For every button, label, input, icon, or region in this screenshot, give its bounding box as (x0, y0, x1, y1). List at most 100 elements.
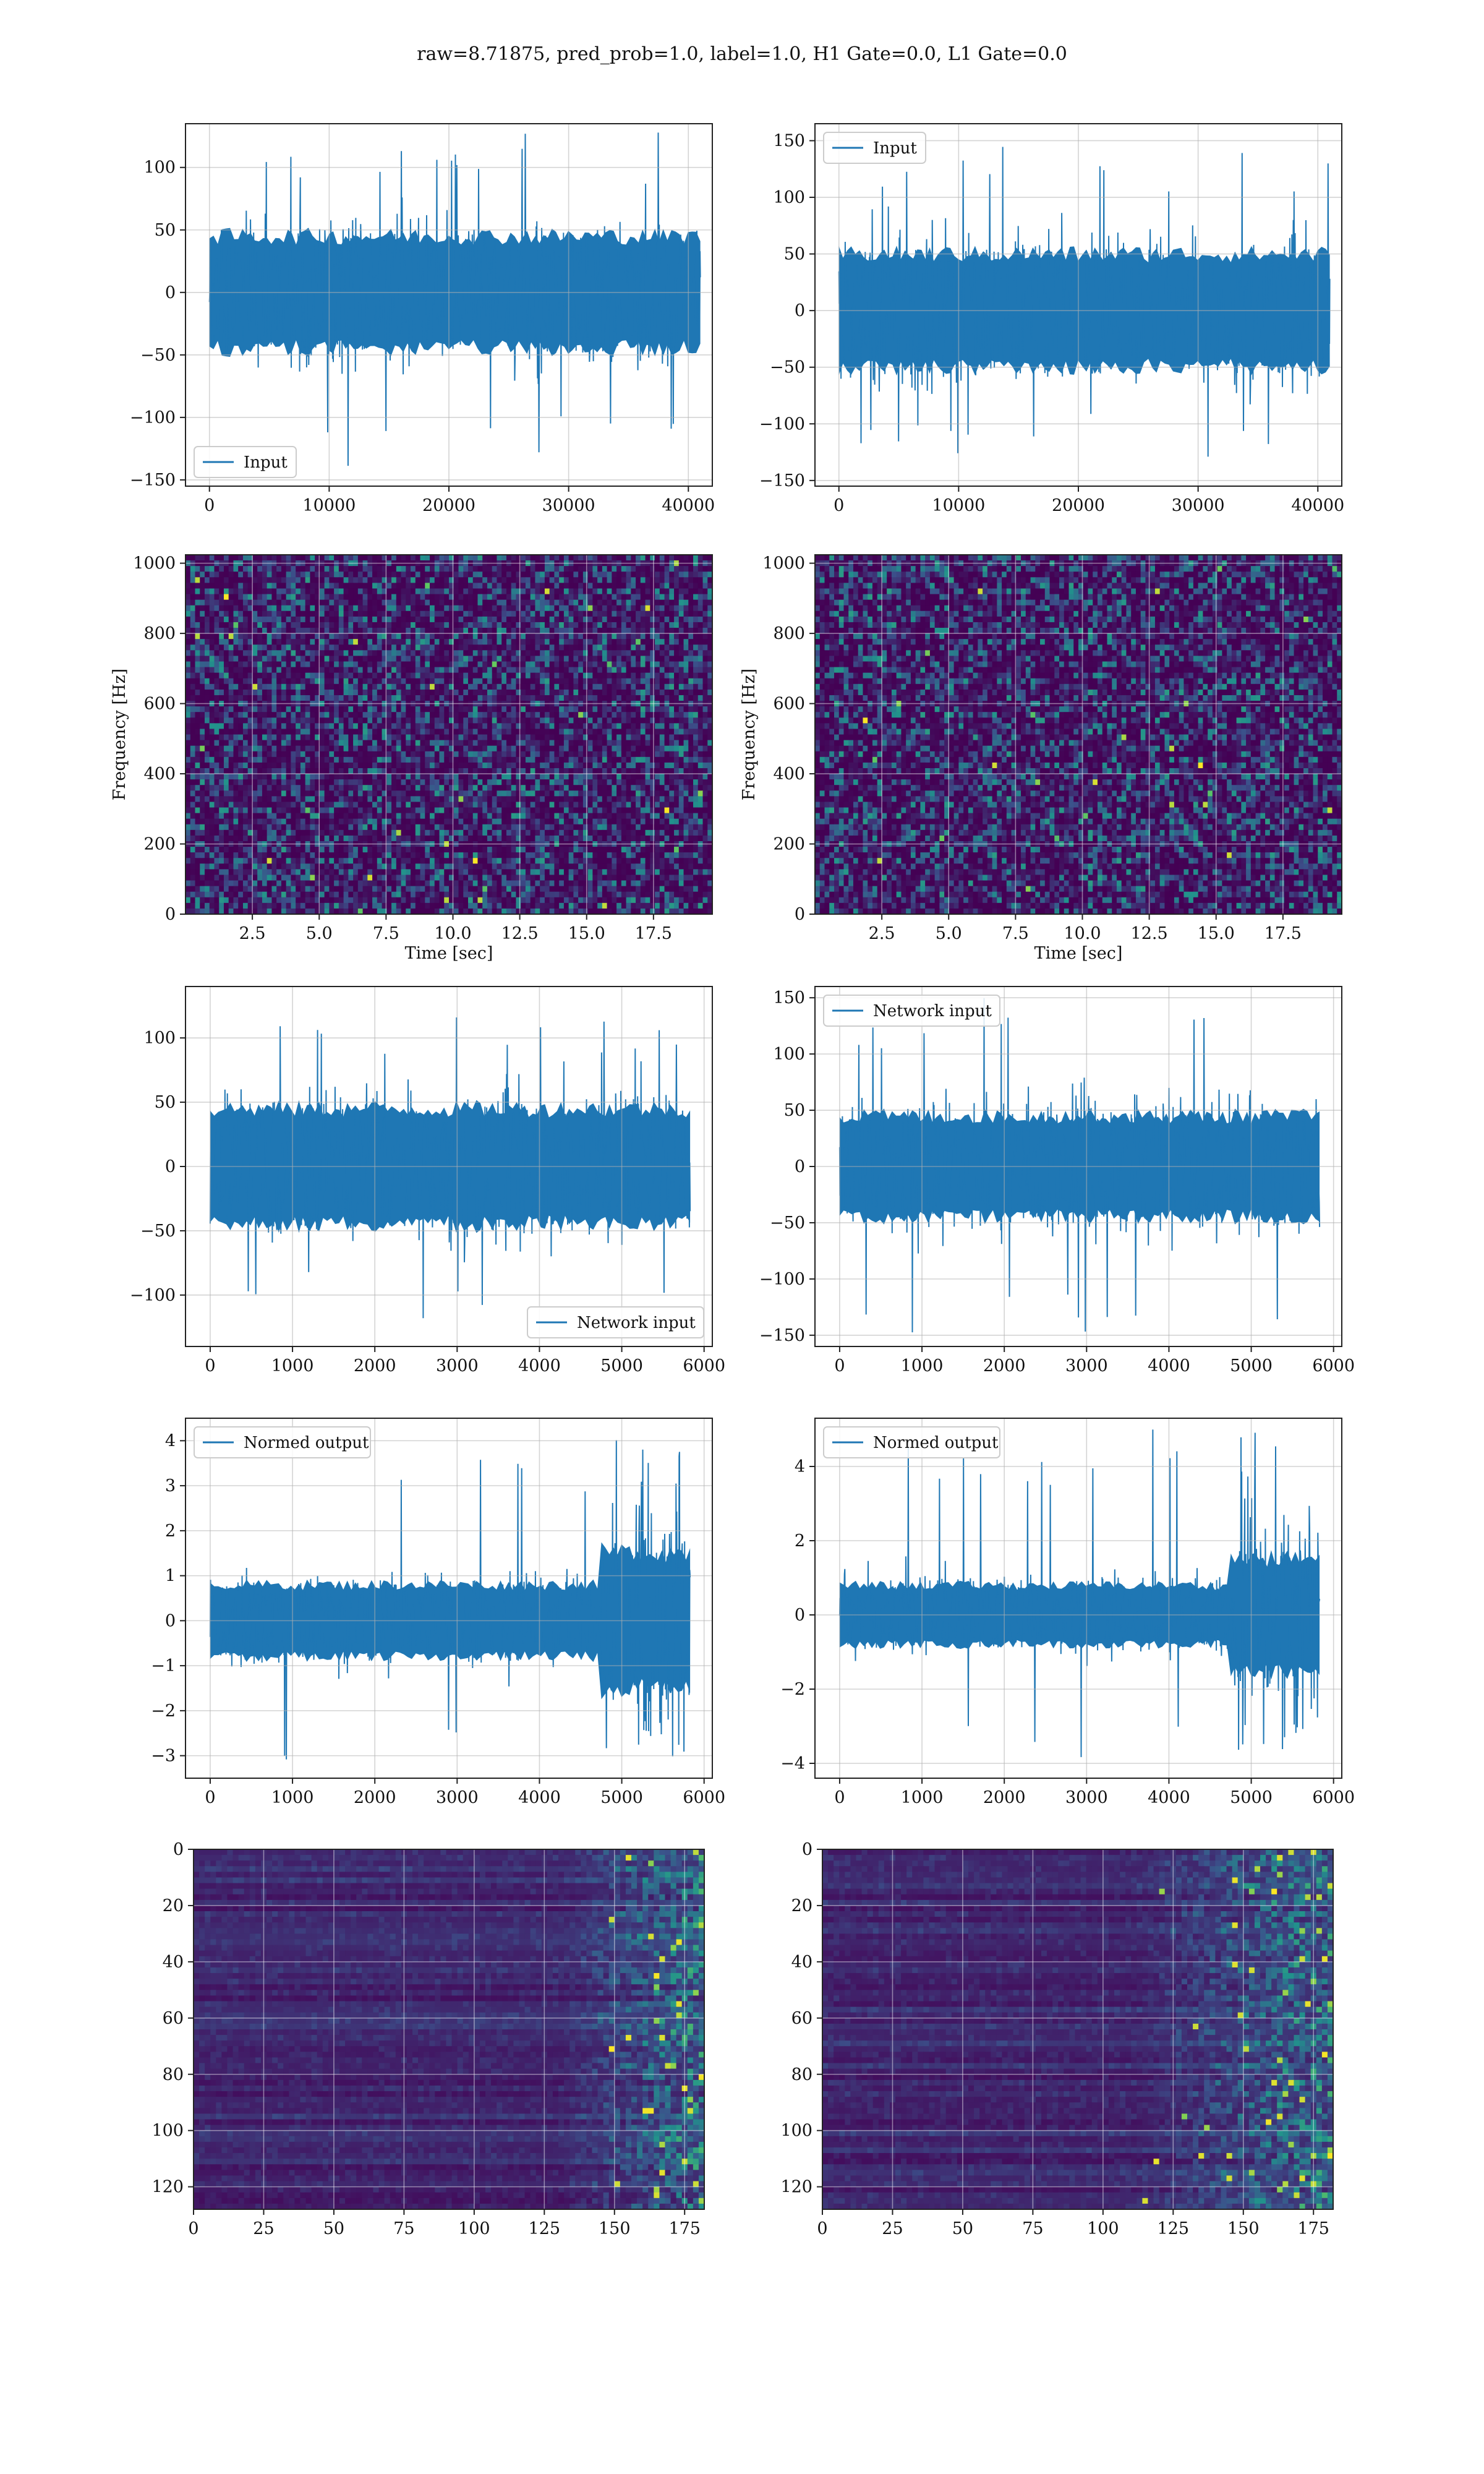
p40-ytick-label: 100 (151, 2121, 184, 2141)
p20-xtick-label: 4000 (518, 1356, 561, 1376)
p00-legend-label: Input (244, 453, 288, 472)
p21-ytick-label: −100 (759, 1270, 805, 1289)
p30-xtick-label: 3000 (436, 1788, 479, 1807)
p11-ytick-label: 200 (773, 835, 805, 854)
p11-ytick-label: 1000 (762, 554, 805, 573)
p21-ytick-label: 100 (773, 1045, 805, 1064)
p30-frame (185, 1418, 713, 1779)
p11-frame (814, 554, 1342, 915)
p00-legend: Input (194, 446, 297, 478)
p41-axes: 0 25 50 75 100 125 150 175 0 20 40 60 80 100 120 (780, 1840, 1334, 2238)
p30-ytick-label: 1 (165, 1567, 176, 1586)
p11-axes: 2.5 5.0 7.5 10.0 12.5 15.0 17.5 0 200 400 600 800 10… (740, 554, 1342, 963)
p30-xtick-label: 0 (205, 1788, 215, 1807)
p11-xtick-label: 5.0 (936, 924, 962, 943)
p41-xtick-label: 75 (1022, 2219, 1043, 2238)
p21-xtick-label: 6000 (1312, 1356, 1355, 1376)
p30-ytick-label: −2 (151, 1701, 176, 1721)
p40-ytick-label: 80 (163, 2065, 184, 2084)
p10-axes: 2.5 5.0 7.5 10.0 12.5 15.0 17.5 0 200 400 600 800 10… (110, 554, 713, 963)
p31-axes: 0 1000 2000 3000 4000 5000 6000 −4 −2 0 2 4 Normed o… (780, 1418, 1355, 1807)
p40-frame (193, 1849, 705, 2210)
p01-legend-box (823, 132, 926, 164)
p30-xtick-label: 6000 (683, 1788, 725, 1807)
p10-ytick-label: 800 (143, 624, 176, 643)
p00-legend-box (194, 446, 297, 478)
p31-xtick-label: 2000 (983, 1788, 1026, 1807)
p21-legend-box (823, 995, 1000, 1027)
p21-ytick-label: 150 (773, 988, 805, 1008)
p40-axes: 0 25 50 75 100 125 150 175 0 20 40 60 80 100 120 (151, 1840, 705, 2238)
p31-ytick-label: 4 (795, 1457, 805, 1476)
p00-ytick-label: −150 (130, 471, 176, 490)
p11-xtick-label: 10.0 (1064, 924, 1101, 943)
p41-frame (822, 1849, 1334, 2210)
p10-xtick-label: 2.5 (239, 924, 266, 943)
p00-ytick-label: 50 (155, 221, 176, 240)
p21-xtick-label: 0 (834, 1356, 845, 1376)
p31-legend-label: Normed output (873, 1434, 999, 1452)
p20-frame (185, 986, 713, 1347)
p11-xtick-label: 7.5 (1002, 924, 1029, 943)
p31-frame (814, 1418, 1342, 1779)
p41-ytick-label: 20 (791, 1896, 812, 1915)
p41-heatmap-cells (822, 1849, 1334, 2210)
p10-xtick-label: 5.0 (306, 924, 333, 943)
p41-ytick-label: 40 (791, 1953, 812, 1972)
p01-ytick-label: 50 (784, 245, 805, 264)
p11-xlabel: Time [sec] (1034, 944, 1123, 963)
p30-xtick-label: 5000 (600, 1788, 643, 1807)
p40-xtick-label: 25 (253, 2219, 274, 2238)
p31-xtick-label: 0 (834, 1788, 845, 1807)
p40-ytick-label: 20 (163, 1896, 184, 1915)
p20-xtick-label: 1000 (271, 1356, 314, 1376)
p20-legend-box (527, 1306, 704, 1338)
figure-title: raw=8.71875, pred_prob=1.0, label=1.0, H… (0, 43, 1484, 65)
p30-legend: Normed output (194, 1426, 371, 1458)
p01-xtick-label: 10000 (932, 496, 985, 515)
p31-ytick-label: −2 (780, 1680, 805, 1699)
p30-ytick-label: −1 (151, 1656, 176, 1676)
p31-xtick-label: 4000 (1148, 1788, 1190, 1807)
p20-series-line (209, 1017, 691, 1319)
p30-ytick-label: 4 (165, 1431, 176, 1450)
p31-xtick-label: 1000 (901, 1788, 944, 1807)
p21-ytick-label: −150 (759, 1326, 805, 1345)
p31-ytick-label: 2 (795, 1531, 805, 1551)
p30-xtick-label: 4000 (518, 1788, 561, 1807)
p20-xtick-label: 6000 (683, 1356, 725, 1376)
p30-xtick-label: 1000 (271, 1788, 314, 1807)
p10-xlabel: Time [sec] (405, 944, 493, 963)
p10-ytick-label: 400 (143, 764, 176, 784)
p01-ytick-label: −150 (759, 471, 805, 490)
p40-ytick-label: 0 (173, 1840, 184, 1859)
p11-xtick-label: 2.5 (869, 924, 895, 943)
p20-xtick-label: 3000 (436, 1356, 479, 1376)
p21-ytick-label: 0 (795, 1157, 805, 1176)
p40-ytick-label: 120 (151, 2178, 184, 2197)
p30-axes: 0 1000 2000 3000 4000 5000 6000 −3 −2 −1 0 1 2 3 4 Norm… (151, 1418, 725, 1807)
p01-ytick-label: 0 (795, 301, 805, 320)
p20-ytick-label: −100 (130, 1286, 176, 1305)
p21-xtick-label: 2000 (983, 1356, 1026, 1376)
p01-xtick-label: 40000 (1291, 496, 1344, 515)
p40-xtick-label: 0 (188, 2219, 198, 2238)
p01-ytick-label: −100 (759, 414, 805, 434)
p20-legend: Network input (527, 1306, 704, 1338)
p10-ytick-label: 1000 (133, 554, 176, 573)
p40-ytick-label: 40 (163, 1953, 184, 1972)
p21-xtick-label: 1000 (901, 1356, 944, 1376)
p20-xtick-label: 2000 (354, 1356, 396, 1376)
p00-series-line (208, 132, 701, 466)
p00-xtick-label: 20000 (422, 496, 475, 515)
p00-xtick-label: 30000 (542, 496, 595, 515)
p21-frame (814, 986, 1342, 1347)
p20-legend-label: Network input (577, 1314, 696, 1332)
p01-ytick-label: −50 (770, 358, 805, 377)
p10-heatmap-cells (186, 555, 713, 915)
p01-xtick-label: 20000 (1052, 496, 1105, 515)
p00-frame (185, 123, 713, 487)
p30-series-line (209, 1440, 691, 1760)
p21-axes: 0 1000 2000 3000 4000 5000 6000 −150 −100 −50 0 50 1… (759, 986, 1355, 1376)
